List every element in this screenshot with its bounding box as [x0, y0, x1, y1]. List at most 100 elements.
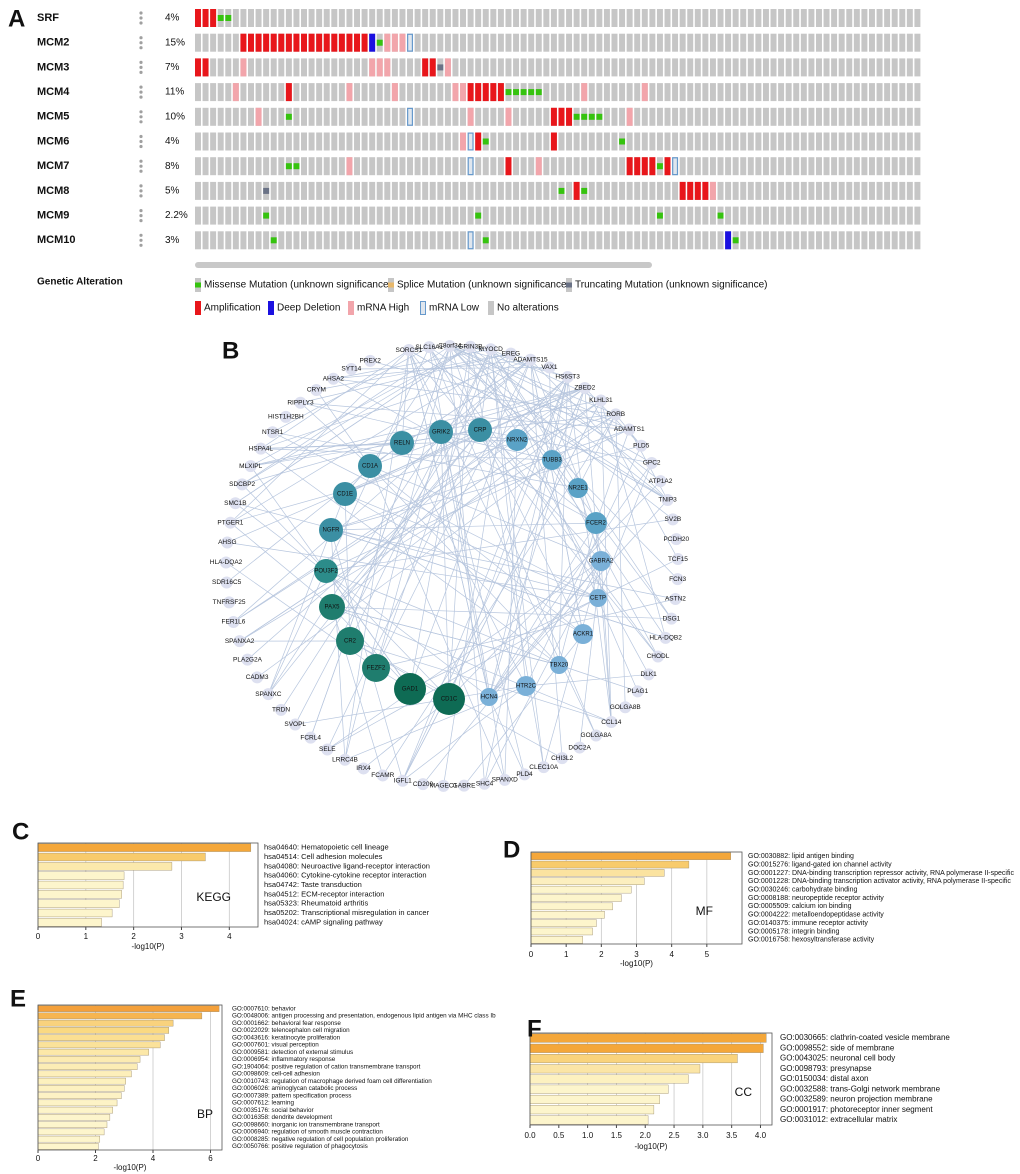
sample-cell	[679, 58, 686, 77]
sample-cell	[709, 33, 716, 52]
sample-cell	[823, 231, 830, 250]
sample-cell	[323, 132, 330, 151]
legend-swatch	[566, 282, 572, 288]
sample-cell	[308, 107, 315, 126]
sample-cell	[285, 231, 292, 250]
sample-cell	[725, 107, 732, 126]
alteration-mark	[369, 58, 376, 77]
sample-cell	[770, 181, 777, 200]
sample-cell	[785, 9, 792, 27]
node	[310, 384, 323, 397]
sample-cell	[687, 231, 694, 250]
sample-cell	[323, 157, 330, 176]
sample-cell	[831, 181, 838, 200]
category-label: hsa05202: Transcriptional misregulation …	[264, 908, 430, 917]
node	[573, 741, 586, 754]
bar	[529, 1084, 669, 1094]
sample-cell	[800, 9, 807, 27]
edge	[369, 465, 584, 635]
node	[498, 773, 511, 786]
sample-cell	[422, 107, 429, 126]
bar	[37, 862, 173, 871]
sample-cell	[815, 107, 822, 126]
sample-cell	[263, 157, 270, 176]
sample-cell	[868, 181, 875, 200]
sample-cell	[316, 231, 323, 250]
sample-cell	[914, 107, 921, 126]
sample-cell	[694, 58, 701, 77]
node-label: SPANXD	[492, 777, 519, 784]
sample-cell	[800, 206, 807, 225]
alteration-mark	[346, 157, 353, 176]
sample-cell	[611, 157, 618, 176]
category-label: GO:0009581: detection of external stimul…	[232, 1049, 353, 1056]
sample-cell	[831, 83, 838, 102]
sample-cell	[422, 157, 429, 176]
sample-cell	[422, 33, 429, 52]
sample-cell	[278, 58, 285, 77]
sample-cell	[255, 83, 262, 102]
node	[233, 635, 246, 648]
sample-cell	[202, 157, 209, 176]
node	[227, 616, 240, 629]
node	[642, 668, 655, 681]
sample-cell	[694, 107, 701, 126]
node	[251, 671, 264, 684]
sample-cell	[248, 107, 254, 126]
edge	[449, 345, 674, 520]
node-label: SPANXC	[255, 691, 282, 698]
edge	[375, 349, 492, 669]
sample-cell	[528, 107, 535, 126]
sample-cell	[543, 107, 550, 126]
node-label: LRRC4B	[332, 756, 358, 763]
sample-cell	[535, 206, 542, 225]
menu-dot	[139, 159, 143, 163]
sample-cell	[255, 157, 262, 176]
alteration-mark	[467, 107, 474, 126]
legend-title: Genetic Alteration	[37, 277, 123, 288]
sample-cell	[899, 231, 906, 250]
sample-cell	[778, 107, 785, 126]
sample-cell	[914, 231, 921, 250]
alteration-percent: 5%	[165, 186, 180, 197]
edge	[490, 349, 639, 692]
sample-cell	[293, 58, 300, 77]
sample-cell	[573, 58, 580, 77]
sample-cell	[611, 181, 618, 200]
sample-cell	[437, 157, 444, 176]
node-label: SDCBP2	[229, 481, 255, 488]
sample-cell	[407, 58, 414, 77]
category-label: hsa04060: Cytokine-cytokine receptor int…	[264, 871, 427, 880]
sample-cell	[679, 83, 686, 102]
menu-dot	[139, 16, 143, 20]
category-label: GO:0006026: aminoglycan catabolic proces…	[232, 1085, 357, 1092]
sample-cell	[376, 206, 383, 225]
sample-cell	[452, 33, 459, 52]
sample-cell	[543, 132, 550, 151]
sample-cell	[596, 181, 603, 200]
plot-frame	[37, 1004, 223, 1151]
edge	[363, 698, 450, 769]
sample-cell	[225, 58, 232, 77]
edge	[349, 349, 492, 642]
edge	[488, 560, 602, 698]
sample-cell	[899, 33, 906, 52]
mutation-mark	[558, 187, 565, 194]
edge	[241, 345, 450, 485]
edge	[310, 345, 451, 738]
sample-cell	[687, 33, 694, 52]
mutation-mark	[285, 113, 292, 120]
sample-cell	[331, 206, 338, 225]
sample-cell	[641, 107, 648, 126]
sample-cell	[846, 132, 853, 151]
sample-cell	[596, 206, 603, 225]
sample-cell	[679, 206, 686, 225]
category-label: GO:0030246: carbohydrate binding	[748, 886, 857, 893]
category-label: GO:0005509: calcium ion binding	[748, 903, 852, 910]
sample-cell	[263, 9, 270, 27]
edge	[409, 359, 531, 690]
sample-cell	[725, 157, 732, 176]
sample-cell	[497, 9, 504, 27]
sample-cell	[323, 107, 330, 126]
sample-cell	[815, 157, 822, 176]
